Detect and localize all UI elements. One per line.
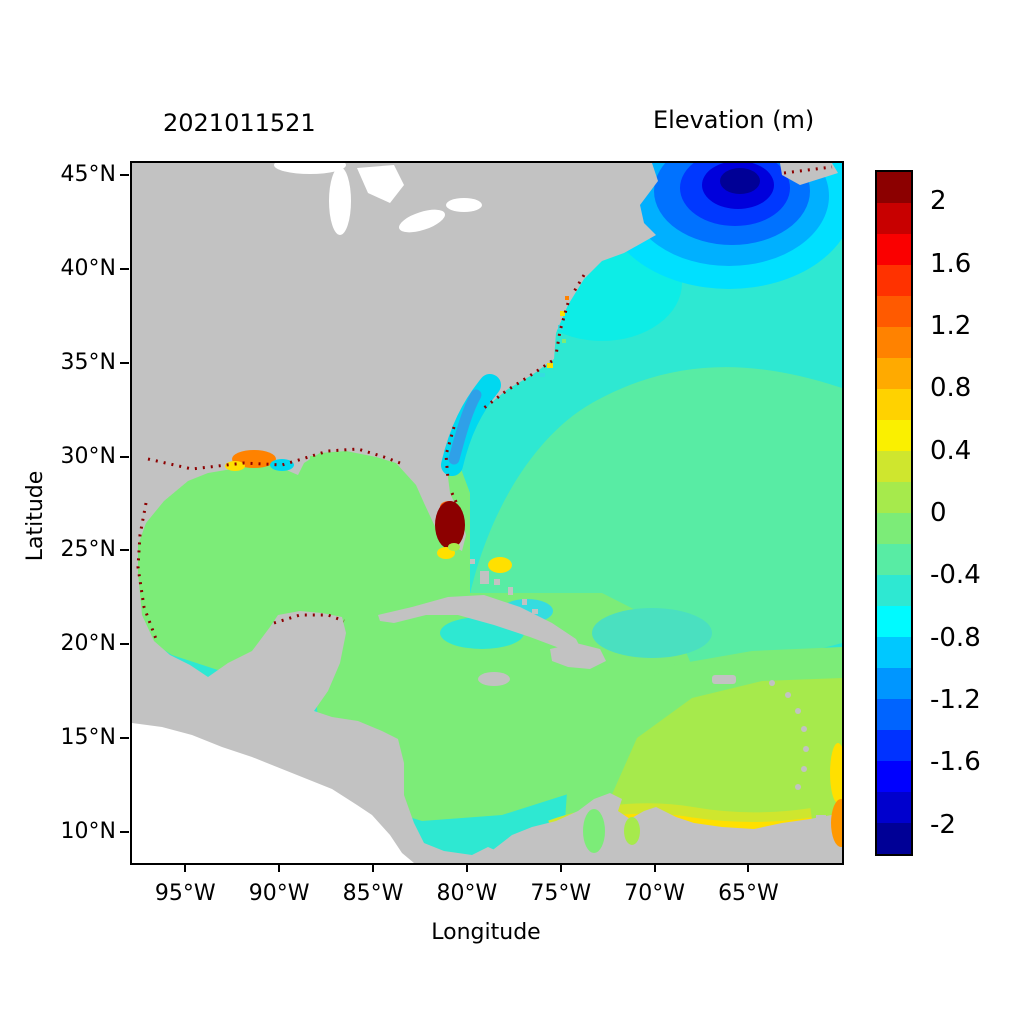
colorbar-segment: [877, 482, 911, 513]
y-tick-mark: [120, 267, 129, 270]
colorbar-segment: [877, 420, 911, 451]
pacific-no-data: [132, 723, 414, 863]
colorbar-segment: [877, 699, 911, 730]
island-bahamas: [470, 559, 475, 564]
x-tick-label: 95°W: [154, 881, 216, 906]
lesser-antilles: [769, 680, 809, 790]
colorbar-tick-label: 2: [930, 186, 947, 217]
bahamas-yellow: [488, 557, 512, 573]
colorbar-segment: [877, 265, 911, 296]
y-tick-mark: [120, 830, 129, 833]
x-tick-label: 70°W: [624, 881, 685, 906]
island-andros: [480, 571, 489, 584]
y-tick-label: 15°N: [60, 725, 116, 751]
island-cuba: [378, 595, 580, 649]
colorbar-tick-label: -2: [930, 809, 956, 840]
colorbar-segments: [877, 172, 911, 854]
y-axis-label: Latitude: [23, 470, 48, 562]
x-tick-label: 65°W: [718, 881, 779, 906]
colorbar-segment: [877, 823, 911, 854]
colorbar-segment: [877, 668, 911, 699]
colorbar-segment: [877, 544, 911, 575]
colorbar-tick-label: -0.8: [930, 622, 981, 653]
colorbar-segment: [877, 389, 911, 420]
x-tick-label: 80°W: [436, 881, 498, 906]
colorbar-segment: [877, 575, 911, 606]
land-south-america: [472, 793, 842, 863]
x-tick-label: 90°W: [248, 881, 310, 906]
colorbar-tick-label: 0.8: [930, 373, 972, 404]
colorbar-tick-label: 0: [930, 498, 947, 528]
colorbar-tick-labels: 2 1.6 1.2 0.8 0.4 0 -0.4 -0.8 -1.2 -1.6 -2: [930, 0, 1020, 1024]
colorbar-segment: [877, 730, 911, 761]
colorbar-title: Elevation (m): [653, 106, 815, 134]
land-north-america: [132, 163, 658, 863]
ocean-region-se-green-band: [562, 647, 842, 863]
y-tick-label: 25°N: [60, 537, 116, 563]
y-tick-mark: [120, 174, 129, 176]
map-plot: [130, 161, 844, 865]
colorbar-segment: [877, 761, 911, 792]
colorbar-segment: [877, 172, 911, 203]
hispaniola-turquoise: [592, 608, 712, 658]
colorbar-segment: [877, 327, 911, 358]
colorbar-tick-label: 1.2: [930, 310, 972, 341]
y-tick-label: 10°N: [60, 818, 116, 844]
colorbar-tick-label: -1.6: [930, 747, 981, 778]
island-puerto-rico: [712, 675, 736, 684]
gulf-of-venezuela: [624, 817, 640, 845]
x-tick-mark: [653, 863, 656, 872]
y-tick-label: 20°N: [60, 631, 116, 657]
x-tick-mark: [465, 863, 468, 872]
y-tick-mark: [120, 549, 129, 552]
coastal-speckles: [136, 165, 833, 640]
land-nova-scotia: [780, 163, 838, 185]
colorbar-segment: [877, 451, 911, 482]
map-svg: [132, 163, 842, 863]
colorbar-tick-label: -0.4: [930, 560, 981, 591]
y-tick-mark: [120, 455, 129, 458]
y-tick-mark: [120, 361, 129, 364]
island-jamaica: [478, 672, 510, 686]
right-edge-orange: [831, 799, 842, 847]
x-tick-label: 85°W: [342, 881, 404, 906]
island-hispaniola: [550, 643, 606, 669]
x-tick-mark: [747, 863, 750, 872]
y-tick-label: 40°N: [60, 255, 116, 281]
colorbar-segment: [877, 637, 911, 668]
south-florida-maximum: [435, 501, 465, 559]
y-tick-mark: [120, 737, 129, 740]
x-tick-label: 75°W: [530, 881, 592, 906]
x-tick-mark: [559, 863, 562, 872]
islands: [378, 559, 826, 823]
x-tick-mark: [278, 863, 281, 872]
great-lakes: [274, 163, 482, 235]
lake-maracaibo: [583, 809, 605, 853]
timestamp-title: 2021011521: [163, 109, 316, 137]
colorbar-segment: [877, 792, 911, 823]
right-edge-yellow: [830, 743, 842, 803]
colorbar-segment: [877, 296, 911, 327]
colorbar-tick-label: -1.2: [930, 685, 981, 716]
island-trinidad: [816, 815, 826, 823]
colorbar-segment: [877, 203, 911, 234]
colorbar-segment: [877, 358, 911, 389]
x-axis-label: Longitude: [431, 920, 541, 945]
colorbar-segment: [877, 234, 911, 265]
x-tick-mark: [184, 863, 187, 872]
colorbar-tick-label: 1.6: [930, 248, 972, 279]
y-tick-label: 45°N: [60, 162, 116, 187]
ocean-region-gulf-of-maine-low: [604, 163, 842, 289]
y-tick-label: 30°N: [60, 443, 116, 469]
x-tick-mark: [372, 863, 374, 872]
colorbar: [875, 170, 913, 856]
y-tick-label: 35°N: [60, 349, 116, 375]
colorbar-segment: [877, 513, 911, 544]
colorbar-segment: [877, 606, 911, 637]
y-tick-mark: [120, 643, 129, 646]
carolina-shelf-blue: [448, 389, 482, 465]
colorbar-tick-label: 0.4: [930, 435, 972, 466]
